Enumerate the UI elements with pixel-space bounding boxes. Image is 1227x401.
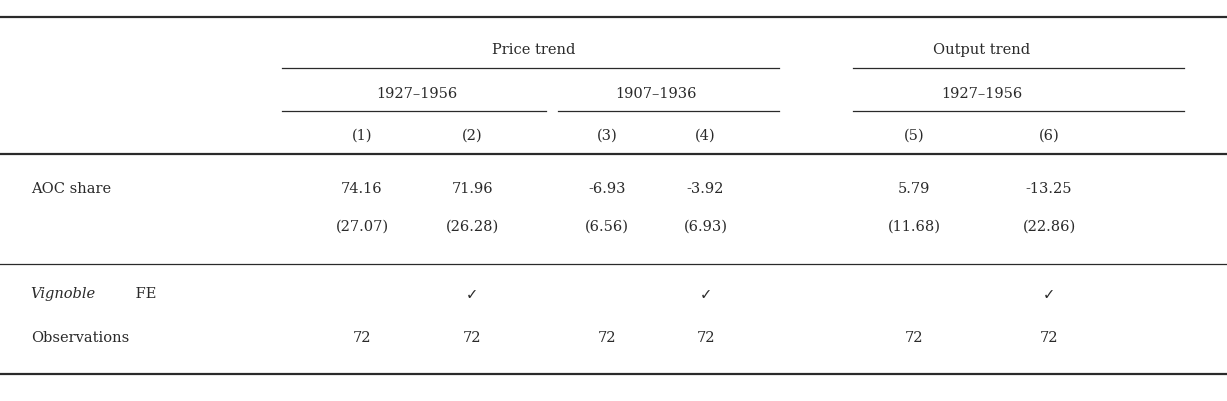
Text: 72: 72 bbox=[463, 330, 482, 344]
Text: (2): (2) bbox=[463, 129, 482, 142]
Text: 74.16: 74.16 bbox=[341, 182, 383, 195]
Text: 72: 72 bbox=[598, 330, 617, 344]
Text: -13.25: -13.25 bbox=[1026, 182, 1072, 195]
Text: ✓: ✓ bbox=[466, 286, 479, 301]
Text: AOC share: AOC share bbox=[31, 182, 110, 195]
Text: (1): (1) bbox=[352, 129, 372, 142]
Text: ✓: ✓ bbox=[699, 286, 712, 301]
Text: Output trend: Output trend bbox=[933, 43, 1031, 57]
Text: (22.86): (22.86) bbox=[1022, 220, 1076, 233]
Text: (6.93): (6.93) bbox=[683, 220, 728, 233]
Text: (5): (5) bbox=[904, 129, 924, 142]
Text: ✓: ✓ bbox=[1043, 286, 1055, 301]
Text: FE: FE bbox=[131, 287, 157, 300]
Text: 72: 72 bbox=[1039, 330, 1059, 344]
Text: -6.93: -6.93 bbox=[589, 182, 626, 195]
Text: 1927–1956: 1927–1956 bbox=[377, 87, 458, 101]
Text: (6): (6) bbox=[1039, 129, 1059, 142]
Text: 72: 72 bbox=[352, 330, 372, 344]
Text: (4): (4) bbox=[696, 129, 715, 142]
Text: (26.28): (26.28) bbox=[445, 220, 499, 233]
Text: (3): (3) bbox=[598, 129, 617, 142]
Text: (6.56): (6.56) bbox=[585, 220, 629, 233]
Text: 1907–1936: 1907–1936 bbox=[616, 87, 697, 101]
Text: 1927–1956: 1927–1956 bbox=[941, 87, 1022, 101]
Text: (11.68): (11.68) bbox=[887, 220, 941, 233]
Text: Price trend: Price trend bbox=[492, 43, 575, 57]
Text: 72: 72 bbox=[904, 330, 924, 344]
Text: 71.96: 71.96 bbox=[452, 182, 493, 195]
Text: Observations: Observations bbox=[31, 330, 129, 344]
Text: 72: 72 bbox=[696, 330, 715, 344]
Text: Vignoble: Vignoble bbox=[31, 287, 96, 300]
Text: (27.07): (27.07) bbox=[335, 220, 389, 233]
Text: 5.79: 5.79 bbox=[898, 182, 930, 195]
Text: -3.92: -3.92 bbox=[687, 182, 724, 195]
